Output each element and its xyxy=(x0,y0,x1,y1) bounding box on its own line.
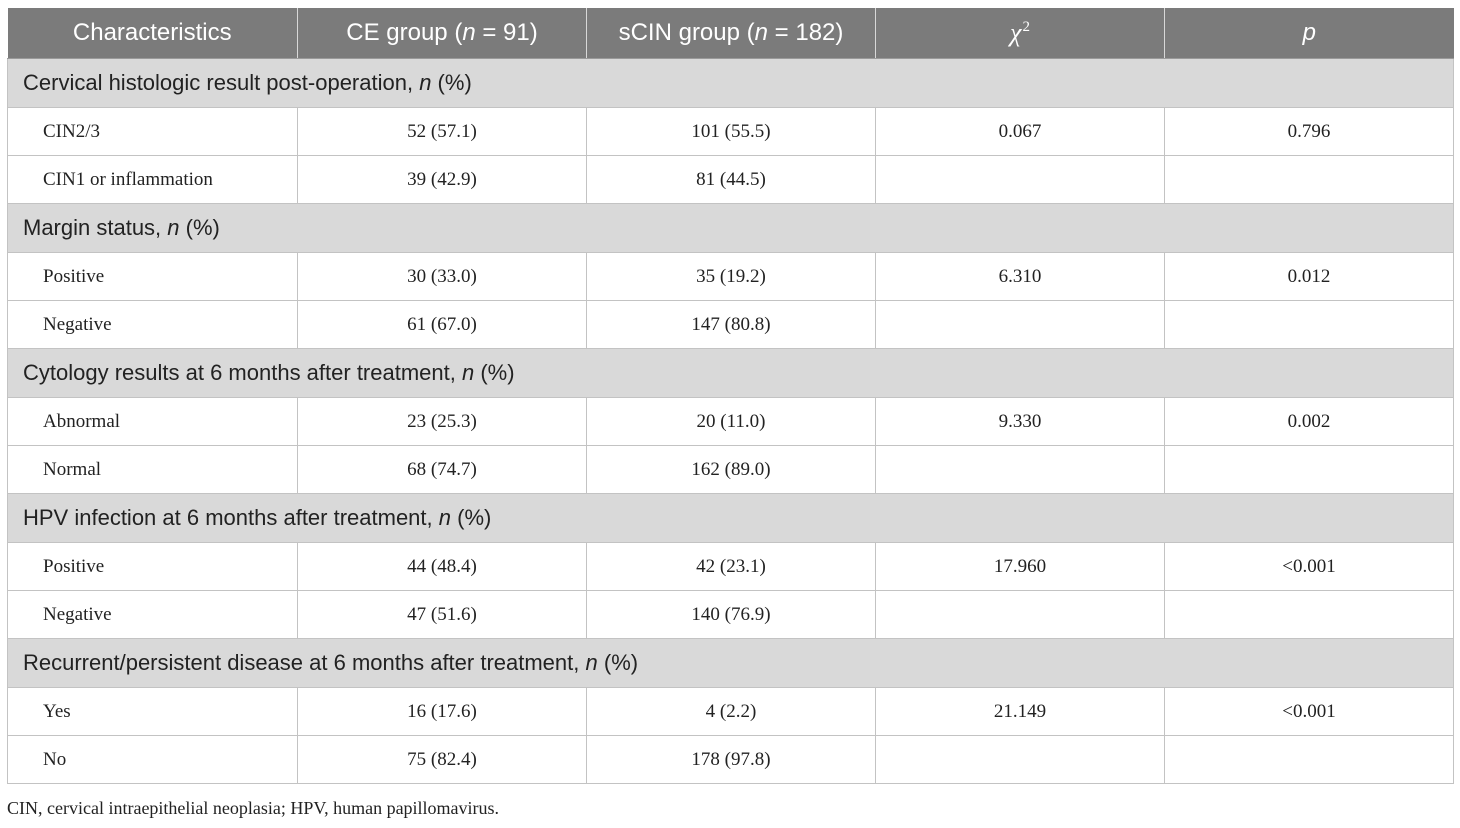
row-label-cell: Positive xyxy=(7,252,298,301)
scin-group-cell: 140 (76.9) xyxy=(586,590,876,639)
table-footnote: CIN, cervical intraepithelial neoplasia;… xyxy=(7,798,500,818)
chi-square-cell: 17.960 xyxy=(875,542,1165,591)
ce-group-cell: 39 (42.9) xyxy=(297,155,587,204)
ce-group-cell: 52 (57.1) xyxy=(297,107,587,156)
section-title: Cytology results at 6 months after treat… xyxy=(7,348,1454,398)
p-value-cell xyxy=(1164,735,1454,784)
chi-square-cell: 9.330 xyxy=(875,397,1165,446)
chi-square-cell xyxy=(875,300,1165,349)
header-characteristics: Characteristics xyxy=(7,8,298,59)
scin-group-cell: 4 (2.2) xyxy=(586,687,876,736)
ce-group-cell: 47 (51.6) xyxy=(297,590,587,639)
ce-group-cell: 68 (74.7) xyxy=(297,445,587,494)
row-label-cell: Positive xyxy=(7,542,298,591)
row-label-cell: Normal xyxy=(7,445,298,494)
scin-group-cell: 178 (97.8) xyxy=(586,735,876,784)
p-value-cell xyxy=(1164,590,1454,639)
results-table-container: Characteristics CE group (n = 91) sCIN g… xyxy=(7,8,1454,784)
ce-group-cell: 75 (82.4) xyxy=(297,735,587,784)
table-row: No 75 (82.4) 178 (97.8) xyxy=(7,735,1454,784)
row-label-cell: Abnormal xyxy=(7,397,298,446)
chi-square-cell xyxy=(875,445,1165,494)
scin-group-cell: 162 (89.0) xyxy=(586,445,876,494)
scin-group-cell: 20 (11.0) xyxy=(586,397,876,446)
table-row: CIN2/3 52 (57.1) 101 (55.5) 0.067 0.796 xyxy=(7,107,1454,156)
scin-group-cell: 81 (44.5) xyxy=(586,155,876,204)
chi-square-cell: 6.310 xyxy=(875,252,1165,301)
p-value-cell xyxy=(1164,155,1454,204)
p-value-cell xyxy=(1164,445,1454,494)
header-ce-group: CE group (n = 91) xyxy=(297,8,587,59)
ce-group-cell: 44 (48.4) xyxy=(297,542,587,591)
table-row: Positive 44 (48.4) 42 (23.1) 17.960 <0.001 xyxy=(7,542,1454,591)
ce-group-cell: 30 (33.0) xyxy=(297,252,587,301)
scin-group-cell: 42 (23.1) xyxy=(586,542,876,591)
row-label-cell: CIN1 or inflammation xyxy=(7,155,298,204)
row-label-cell: Negative xyxy=(7,590,298,639)
p-value-cell xyxy=(1164,300,1454,349)
ce-group-cell: 16 (17.6) xyxy=(297,687,587,736)
header-scin-group: sCIN group (n = 182) xyxy=(586,8,876,59)
header-row: Characteristics CE group (n = 91) sCIN g… xyxy=(7,8,1454,59)
scin-group-cell: 35 (19.2) xyxy=(586,252,876,301)
p-value-cell: <0.001 xyxy=(1164,542,1454,591)
table-row: Negative 47 (51.6) 140 (76.9) xyxy=(7,590,1454,639)
row-label-cell: No xyxy=(7,735,298,784)
section-row: Recurrent/persistent disease at 6 months… xyxy=(7,638,1454,688)
section-title: Recurrent/persistent disease at 6 months… xyxy=(7,638,1454,688)
section-row: Cytology results at 6 months after treat… xyxy=(7,348,1454,398)
chi-square-cell: 21.149 xyxy=(875,687,1165,736)
section-row: Cervical histologic result post-operatio… xyxy=(7,58,1454,108)
p-value-cell: 0.002 xyxy=(1164,397,1454,446)
chi-square-cell xyxy=(875,155,1165,204)
table-row: Yes 16 (17.6) 4 (2.2) 21.149 <0.001 xyxy=(7,687,1454,736)
ce-group-cell: 61 (67.0) xyxy=(297,300,587,349)
ce-group-cell: 23 (25.3) xyxy=(297,397,587,446)
chi-square-cell: 0.067 xyxy=(875,107,1165,156)
p-value-cell: 0.796 xyxy=(1164,107,1454,156)
table-row: Positive 30 (33.0) 35 (19.2) 6.310 0.012 xyxy=(7,252,1454,301)
p-value-cell: 0.012 xyxy=(1164,252,1454,301)
results-table: Characteristics CE group (n = 91) sCIN g… xyxy=(7,8,1454,784)
scin-group-cell: 147 (80.8) xyxy=(586,300,876,349)
scin-group-cell: 101 (55.5) xyxy=(586,107,876,156)
section-row: HPV infection at 6 months after treatmen… xyxy=(7,493,1454,543)
table-body: Cervical histologic result post-operatio… xyxy=(7,58,1454,784)
row-label-cell: Negative xyxy=(7,300,298,349)
row-label-cell: CIN2/3 xyxy=(7,107,298,156)
chi-square-cell xyxy=(875,590,1165,639)
row-label-cell: Yes xyxy=(7,687,298,736)
chi-square-cell xyxy=(875,735,1165,784)
section-title: HPV infection at 6 months after treatmen… xyxy=(7,493,1454,543)
section-row: Margin status, n (%) xyxy=(7,203,1454,253)
header-p-value: p xyxy=(1164,8,1454,59)
header-chi-square: χ2 xyxy=(875,8,1165,59)
section-title: Cervical histologic result post-operatio… xyxy=(7,58,1454,108)
section-title: Margin status, n (%) xyxy=(7,203,1454,253)
p-value-cell: <0.001 xyxy=(1164,687,1454,736)
table-row: Negative 61 (67.0) 147 (80.8) xyxy=(7,300,1454,349)
table-row: CIN1 or inflammation 39 (42.9) 81 (44.5) xyxy=(7,155,1454,204)
table-row: Abnormal 23 (25.3) 20 (11.0) 9.330 0.002 xyxy=(7,397,1454,446)
table-row: Normal 68 (74.7) 162 (89.0) xyxy=(7,445,1454,494)
